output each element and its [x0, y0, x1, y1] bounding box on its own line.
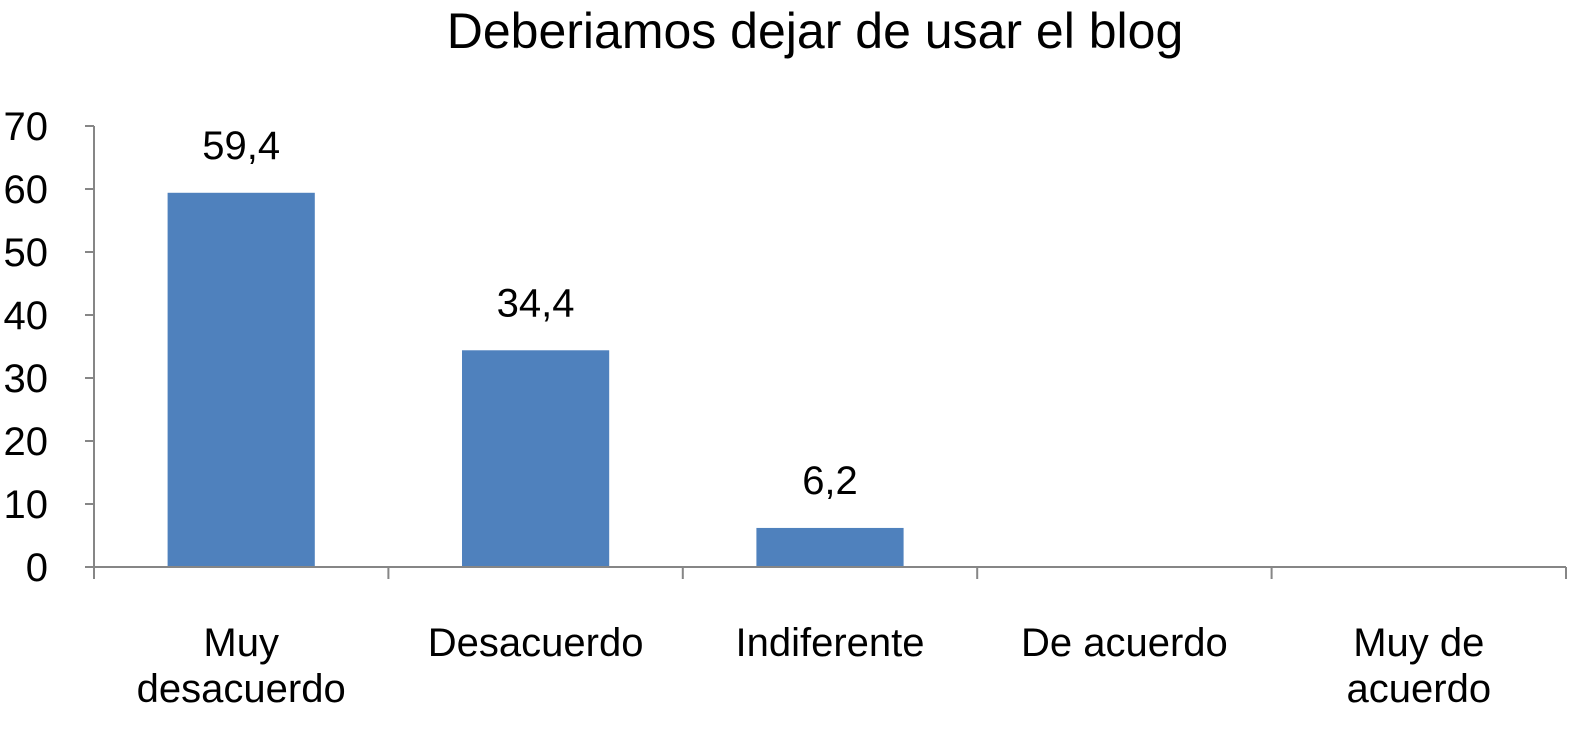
y-tick-label: 0	[26, 546, 48, 590]
x-category-label: Desacuerdo	[428, 621, 644, 665]
x-category-label-line: Muy	[203, 621, 279, 665]
y-tick-label: 70	[4, 105, 49, 149]
x-category-label-line: Muy de	[1353, 621, 1484, 665]
bar	[167, 192, 315, 567]
x-category-label: Indiferente	[735, 621, 924, 665]
y-axis: 0 10 20 30 40 50 60 70	[4, 105, 95, 590]
x-axis: Muy desacuerdo Desacuerdo Indiferente De acu…	[93, 566, 1567, 711]
x-category-label: Muy de acuerdo	[1347, 621, 1492, 711]
data-labels: 59,4 34,4 6,2	[202, 124, 858, 503]
y-tick-label: 50	[4, 231, 49, 275]
bar	[462, 350, 610, 567]
bars	[167, 192, 904, 567]
x-category-label-line: Desacuerdo	[428, 621, 644, 665]
bar	[756, 527, 904, 567]
y-tick-label: 60	[4, 168, 49, 212]
y-tick-label: 30	[4, 357, 49, 401]
bar-data-label: 59,4	[202, 124, 280, 168]
chart-title: Deberiamos dejar de usar el blog	[447, 3, 1184, 59]
x-category-label-line: De acuerdo	[1021, 621, 1228, 665]
y-tick-label: 20	[4, 420, 49, 464]
x-category-label-line: Indiferente	[735, 621, 924, 665]
y-tick-label: 10	[4, 483, 49, 527]
x-category-label-line: acuerdo	[1347, 667, 1492, 711]
y-tick-label: 40	[4, 294, 49, 338]
x-category-label: De acuerdo	[1021, 621, 1228, 665]
x-category-label: Muy desacuerdo	[137, 621, 346, 711]
bar-data-label: 6,2	[802, 459, 858, 503]
x-category-label-line: desacuerdo	[137, 667, 346, 711]
bar-data-label: 34,4	[497, 281, 575, 325]
